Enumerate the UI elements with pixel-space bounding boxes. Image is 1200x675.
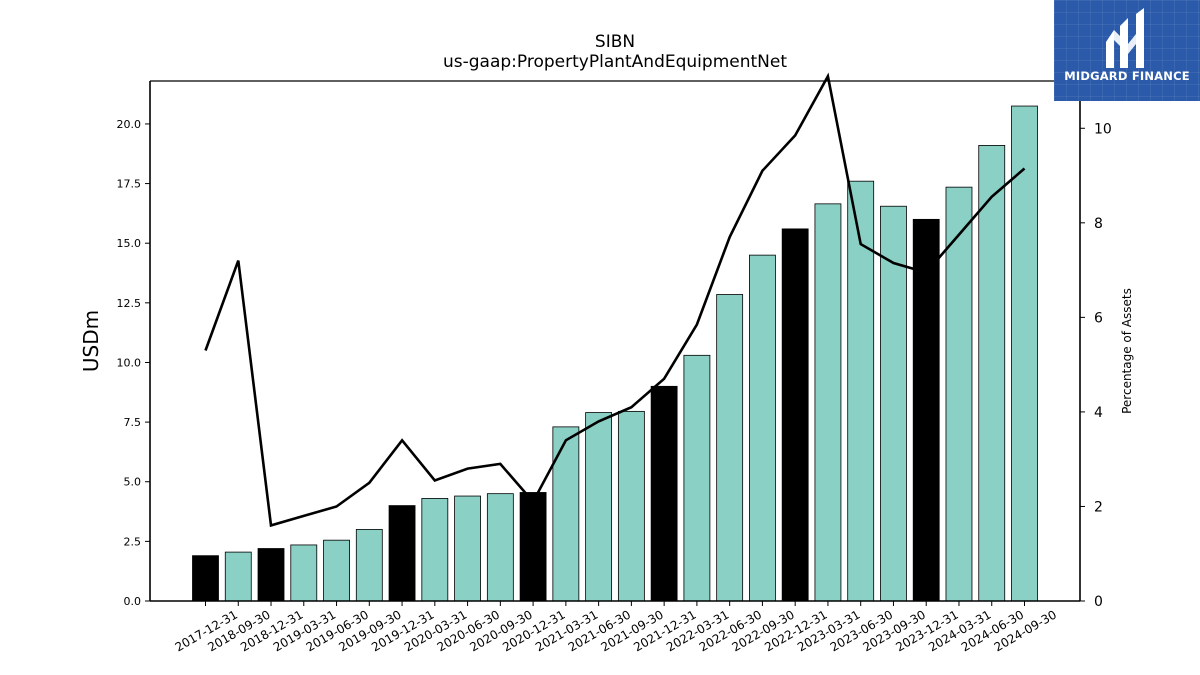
y-tick-label: 12.5: [117, 297, 142, 310]
bar-2024-06-30: [978, 145, 1006, 602]
bar-2022-09-30: [749, 254, 776, 602]
y-tick-label: 15.0: [117, 237, 142, 250]
y-tick-label: 2.5: [124, 535, 142, 548]
bar-2021-09-30: [617, 410, 645, 602]
bar-2024-03-31: [945, 186, 973, 602]
y-tick-label: 5.0: [124, 476, 142, 489]
bar-2019-06-30: [323, 539, 350, 602]
bar-2021-06-30: [585, 412, 613, 602]
y2-axis-label: Percentage of Assets: [1120, 288, 1134, 414]
bar-2020-06-30: [454, 495, 481, 602]
y-tick-label: 17.5: [117, 178, 142, 191]
y2-tick-label: 8: [1094, 216, 1103, 232]
bar-2024-09-30: [1011, 105, 1038, 602]
bar-2017-12-31: [192, 555, 219, 602]
bar-2022-03-31: [683, 354, 711, 602]
bar-2020-09-30: [486, 493, 514, 602]
bar-2019-12-31: [388, 505, 416, 602]
y2-tick-label: 10: [1094, 121, 1112, 137]
bar-2023-09-30: [880, 205, 907, 602]
y2-tick-label: 0: [1094, 594, 1103, 610]
bar-2020-03-31: [421, 498, 449, 602]
bar-2021-03-31: [552, 426, 580, 602]
chart-title: SIBN: [594, 32, 636, 52]
percentage-of-assets-line: [204, 72, 1026, 528]
brand-logo-text: MIDGARD FINANCE: [1064, 69, 1190, 83]
y-tick-label: 0.0: [124, 595, 142, 608]
bar-2019-09-30: [355, 529, 383, 602]
y2-tick-label: 4: [1094, 405, 1103, 421]
y-tick-label: 7.5: [124, 416, 142, 429]
bar-2022-12-31: [781, 228, 809, 602]
brand-logo: MIDGARD FINANCE: [1054, 0, 1200, 101]
bar-2018-12-31: [257, 548, 285, 602]
y2-tick-label: 6: [1094, 310, 1103, 326]
bar-2023-06-30: [847, 180, 875, 602]
bar-2021-12-31: [650, 385, 678, 602]
chart-subtitle: us-gaap:PropertyPlantAndEquipmentNet: [443, 52, 787, 72]
bar-2020-12-31: [519, 492, 547, 602]
y-axis-label: USDm: [79, 310, 103, 372]
y-tick-label: 20.0: [117, 118, 142, 131]
y2-tick-label: 2: [1094, 499, 1103, 515]
bar-2019-03-31: [290, 544, 318, 602]
bar-2023-03-31: [814, 203, 842, 602]
bar-2018-09-30: [224, 551, 252, 602]
midgard-logo-icon: [1106, 8, 1144, 68]
bar-2023-12-31: [912, 218, 940, 602]
y-tick-label: 10.0: [117, 356, 142, 369]
bar-2022-06-30: [716, 294, 744, 602]
